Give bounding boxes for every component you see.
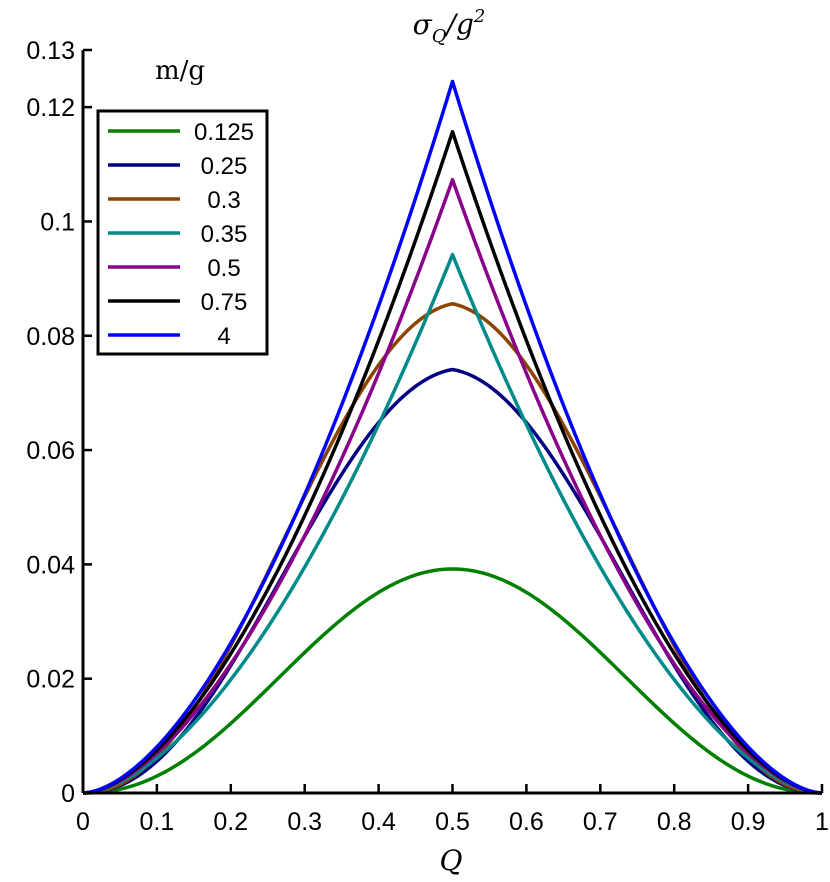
y-tick-label: 0.02 bbox=[26, 666, 75, 694]
legend: 0.125 0.25 0.3 0.35 0.5 0.75 4 bbox=[96, 109, 269, 356]
x-tick-label: 1 bbox=[815, 808, 829, 836]
y-tick-label: 0.1 bbox=[40, 208, 75, 236]
legend-label: 0.3 bbox=[207, 187, 240, 214]
x-tick-label: 0.2 bbox=[213, 808, 248, 836]
y-tick-label: 0.04 bbox=[26, 551, 75, 579]
legend-label: 0.25 bbox=[201, 153, 248, 180]
x-axis-label: Q bbox=[440, 844, 463, 877]
chart-title: σQ/g2 bbox=[413, 6, 486, 47]
y-tick-labels: 0 0.02 0.04 0.06 0.08 0.1 0.12 0.13 bbox=[26, 37, 75, 808]
x-tick-label: 0.6 bbox=[509, 808, 544, 836]
x-tick-label: 0.8 bbox=[657, 808, 692, 836]
plot-lines bbox=[82, 79, 823, 795]
x-tick-label: 0 bbox=[76, 808, 90, 836]
y-tick-label: 0.13 bbox=[26, 37, 75, 65]
series-line-0.75 bbox=[82, 129, 823, 795]
y-tick-label: 0.12 bbox=[26, 94, 75, 122]
legend-label: 0.35 bbox=[201, 221, 248, 248]
series-line-0.125 bbox=[82, 567, 823, 795]
legend-label: 0.125 bbox=[194, 119, 254, 146]
x-tick-label: 0.4 bbox=[361, 808, 396, 836]
legend-label: 0.5 bbox=[207, 255, 240, 282]
series-line-0.5 bbox=[82, 177, 823, 795]
y-tick-label: 0 bbox=[61, 780, 75, 808]
x-tick-label: 0.5 bbox=[435, 808, 470, 836]
axes bbox=[81, 48, 824, 795]
x-tick-label: 0.3 bbox=[287, 808, 322, 836]
series-line-0.35 bbox=[82, 252, 823, 795]
x-tick-label: 0.7 bbox=[583, 808, 618, 836]
legend-label: 4 bbox=[217, 323, 230, 350]
series-line-4 bbox=[82, 79, 823, 795]
y-tick-label: 0.08 bbox=[26, 323, 75, 351]
x-tick-label: 0.1 bbox=[140, 808, 175, 836]
x-tick-label: 0.9 bbox=[731, 808, 766, 836]
series-line-0.25 bbox=[82, 367, 823, 795]
x-tick-labels: 0 0.1 0.2 0.3 0.4 0.5 0.6 0.7 0.8 0.9 1 bbox=[76, 808, 829, 836]
legend-label: 0.75 bbox=[201, 289, 248, 316]
y-tick-label: 0.06 bbox=[26, 437, 75, 465]
legend-title: m/g bbox=[155, 56, 205, 86]
